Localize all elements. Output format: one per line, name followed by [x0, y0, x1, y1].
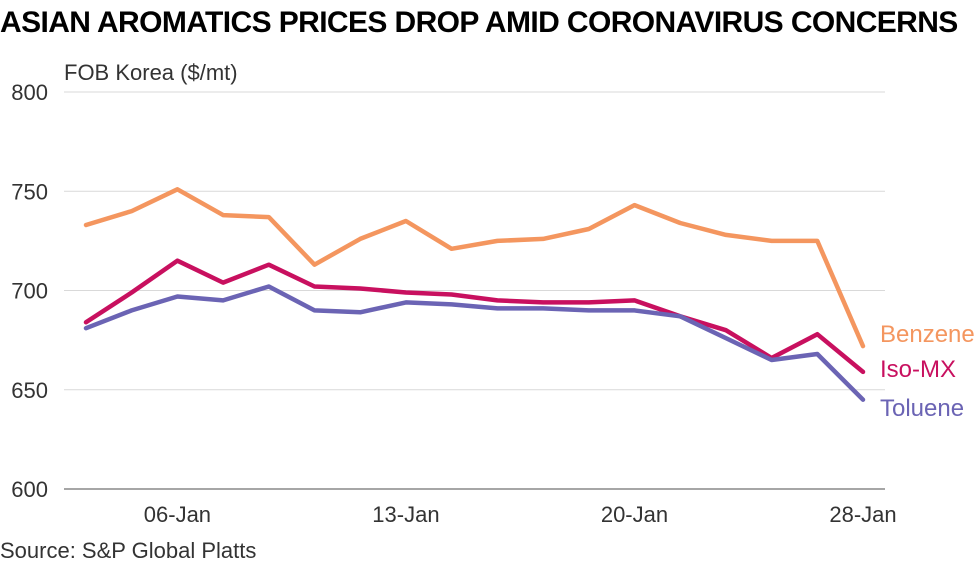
- series-line-toluene: [83, 284, 866, 402]
- series-line-benzene: [83, 187, 866, 349]
- series-label-toluene: Toluene: [880, 395, 964, 422]
- series-lines: [83, 187, 866, 402]
- gridlines: [64, 91, 885, 490]
- x-axis-ticks: 06-Jan 13-Jan 20-Jan 28-Jan: [144, 502, 897, 527]
- y-tick-label: 750: [11, 179, 48, 204]
- y-axis-label: FOB Korea ($/mt): [64, 60, 238, 85]
- series-line-iso-mx: [83, 258, 866, 375]
- series-labels: Benzene Iso-MX Toluene: [880, 321, 975, 422]
- series-label-benzene: Benzene: [880, 321, 975, 348]
- x-tick-label: 20-Jan: [601, 502, 668, 527]
- x-tick-label: 13-Jan: [372, 502, 439, 527]
- series-label-iso-mx: Iso-MX: [880, 356, 956, 383]
- y-tick-label: 600: [11, 477, 48, 502]
- y-tick-label: 650: [11, 378, 48, 403]
- chart-title: ASIAN AROMATICS PRICES DROP AMID CORONAV…: [0, 6, 958, 39]
- x-tick-label: 06-Jan: [144, 502, 211, 527]
- x-tick-label: 28-Jan: [829, 502, 896, 527]
- y-axis-ticks: 600 650 700 750 800: [11, 80, 48, 502]
- y-tick-label: 700: [11, 279, 48, 304]
- y-tick-label: 800: [11, 80, 48, 105]
- source-note: Source: S&P Global Platts: [0, 538, 257, 563]
